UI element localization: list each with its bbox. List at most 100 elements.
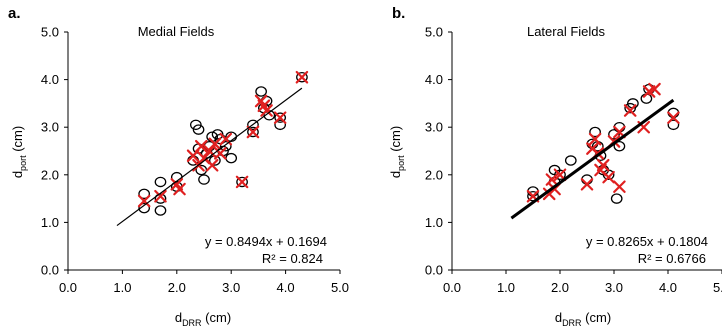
data-point-circle bbox=[589, 126, 601, 138]
panel-label: b. bbox=[392, 5, 405, 22]
data-point-circle bbox=[608, 129, 620, 140]
y-tick-label: 3.0 bbox=[425, 120, 443, 135]
data-point-cross bbox=[214, 147, 227, 160]
data-point-circle bbox=[274, 112, 287, 123]
x-tick-label: 2.0 bbox=[551, 280, 569, 295]
data-point-circle bbox=[247, 126, 259, 138]
data-point-cross bbox=[648, 82, 661, 96]
data-point-cross bbox=[235, 175, 249, 189]
data-point-circle bbox=[564, 155, 577, 166]
y-tick-label: 3.0 bbox=[41, 120, 59, 135]
data-point-cross bbox=[137, 194, 151, 208]
data-point-cross bbox=[154, 189, 167, 203]
y-tick-label: 2.0 bbox=[41, 167, 59, 182]
x-axis-label-unit: (cm) bbox=[202, 310, 232, 325]
x-tick-label: 5.0 bbox=[331, 280, 349, 295]
y-axis-label-sub: port bbox=[396, 155, 406, 171]
y-axis-label-unit: (cm) bbox=[388, 126, 403, 156]
data-point-circle bbox=[154, 193, 167, 204]
x-tick-label: 0.0 bbox=[59, 280, 77, 295]
y-tick-label: 5.0 bbox=[41, 25, 59, 40]
data-point-circle bbox=[610, 193, 623, 204]
data-point-circle bbox=[225, 152, 238, 164]
data-point-cross bbox=[173, 182, 186, 196]
x-axis-label-sub: DRR bbox=[182, 318, 202, 328]
data-point-circle bbox=[247, 119, 259, 131]
trendline-equation: y = 0.8265x + 0.1804 bbox=[586, 234, 708, 249]
trendline-equation: y = 0.8494x + 0.1694 bbox=[205, 234, 327, 249]
r-squared-label: R² = 0.6766 bbox=[638, 251, 706, 266]
data-point-circle bbox=[554, 169, 566, 181]
data-point-cross bbox=[553, 168, 567, 182]
y-axis-label-sub: port bbox=[18, 155, 28, 171]
data-point-circle bbox=[198, 174, 210, 185]
x-tick-labels: 0.0 1.0 2.0 3.0 4.0 5.0 bbox=[59, 280, 349, 295]
plot-area bbox=[116, 70, 309, 227]
data-point-circle bbox=[138, 202, 151, 214]
panel-lateral-fields: b. Lateral Fields 0.0 1.0 2.0 3.0 4.0 5.0 0.0… bbox=[388, 5, 722, 328]
plot-area bbox=[510, 82, 680, 220]
y-tick-label: 1.0 bbox=[41, 215, 59, 230]
y-tick-label: 0.0 bbox=[425, 263, 443, 278]
y-tick-labels: 0.0 1.0 2.0 3.0 4.0 5.0 bbox=[41, 25, 59, 278]
data-point-cross bbox=[194, 139, 208, 153]
y-tick-label: 5.0 bbox=[425, 25, 443, 40]
x-axis-label-unit: (cm) bbox=[582, 310, 612, 325]
y-axis-label-main: d bbox=[388, 171, 403, 178]
x-axis-label-sub: DRR bbox=[562, 318, 582, 328]
data-point-circle bbox=[274, 119, 287, 131]
data-point-circle bbox=[138, 188, 151, 200]
y-tick-label: 0.0 bbox=[41, 263, 59, 278]
data-point-circle bbox=[192, 124, 205, 135]
y-tick-label: 1.0 bbox=[425, 215, 443, 230]
data-point-cross bbox=[613, 180, 626, 193]
chart-subtitle: Medial Fields bbox=[138, 24, 215, 39]
data-point-cross bbox=[260, 104, 273, 117]
y-tick-label: 4.0 bbox=[41, 72, 59, 87]
data-point-circle bbox=[255, 86, 267, 97]
x-tick-label: 5.0 bbox=[713, 280, 722, 295]
data-point-cross bbox=[205, 158, 219, 172]
data-point-cross bbox=[588, 132, 602, 146]
y-tick-label: 2.0 bbox=[425, 167, 443, 182]
chart-subtitle: Lateral Fields bbox=[527, 24, 606, 39]
data-point-cross bbox=[545, 173, 559, 186]
data-point-circle bbox=[296, 71, 308, 83]
y-axis-label-main: d bbox=[10, 171, 25, 178]
data-point-cross bbox=[602, 170, 615, 184]
data-point-cross bbox=[295, 70, 309, 84]
x-axis-label-main: d bbox=[175, 310, 182, 325]
y-tick-label: 4.0 bbox=[425, 72, 443, 87]
panel-medial-fields: a. Medial Fields 0.0 1.0 2.0 3.0 4.0 5.0 0.0 1… bbox=[8, 5, 349, 328]
x-axis-label: dDRR (cm) bbox=[175, 310, 231, 328]
data-point-cross bbox=[246, 125, 260, 139]
data-point-cross bbox=[667, 111, 680, 124]
trendline bbox=[116, 87, 303, 227]
x-axis-label: dDRR (cm) bbox=[555, 310, 611, 328]
data-point-cross bbox=[273, 111, 287, 124]
x-axis-label-main: d bbox=[555, 310, 562, 325]
y-axis-label: dport (cm) bbox=[10, 126, 28, 178]
data-point-cross bbox=[623, 104, 637, 117]
data-point-circle bbox=[236, 176, 248, 188]
x-tick-label: 4.0 bbox=[659, 280, 677, 295]
trendline bbox=[510, 98, 675, 220]
y-axis-label-unit: (cm) bbox=[10, 126, 25, 156]
data-point-circle bbox=[219, 140, 232, 152]
y-tick-labels: 0.0 1.0 2.0 3.0 4.0 5.0 bbox=[425, 25, 443, 278]
axes bbox=[448, 31, 722, 274]
x-tick-label: 0.0 bbox=[443, 280, 461, 295]
x-tick-label: 3.0 bbox=[605, 280, 623, 295]
x-tick-label: 4.0 bbox=[277, 280, 295, 295]
axes bbox=[64, 31, 341, 274]
data-point-circle bbox=[667, 119, 680, 131]
x-tick-label: 2.0 bbox=[168, 280, 186, 295]
x-tick-label: 1.0 bbox=[497, 280, 515, 295]
data-point-circle bbox=[154, 176, 167, 188]
x-tick-label: 3.0 bbox=[222, 280, 240, 295]
data-point-cross bbox=[580, 178, 594, 191]
data-point-circle bbox=[613, 140, 626, 152]
data-point-cross bbox=[208, 137, 222, 151]
x-tick-label: 1.0 bbox=[113, 280, 131, 295]
